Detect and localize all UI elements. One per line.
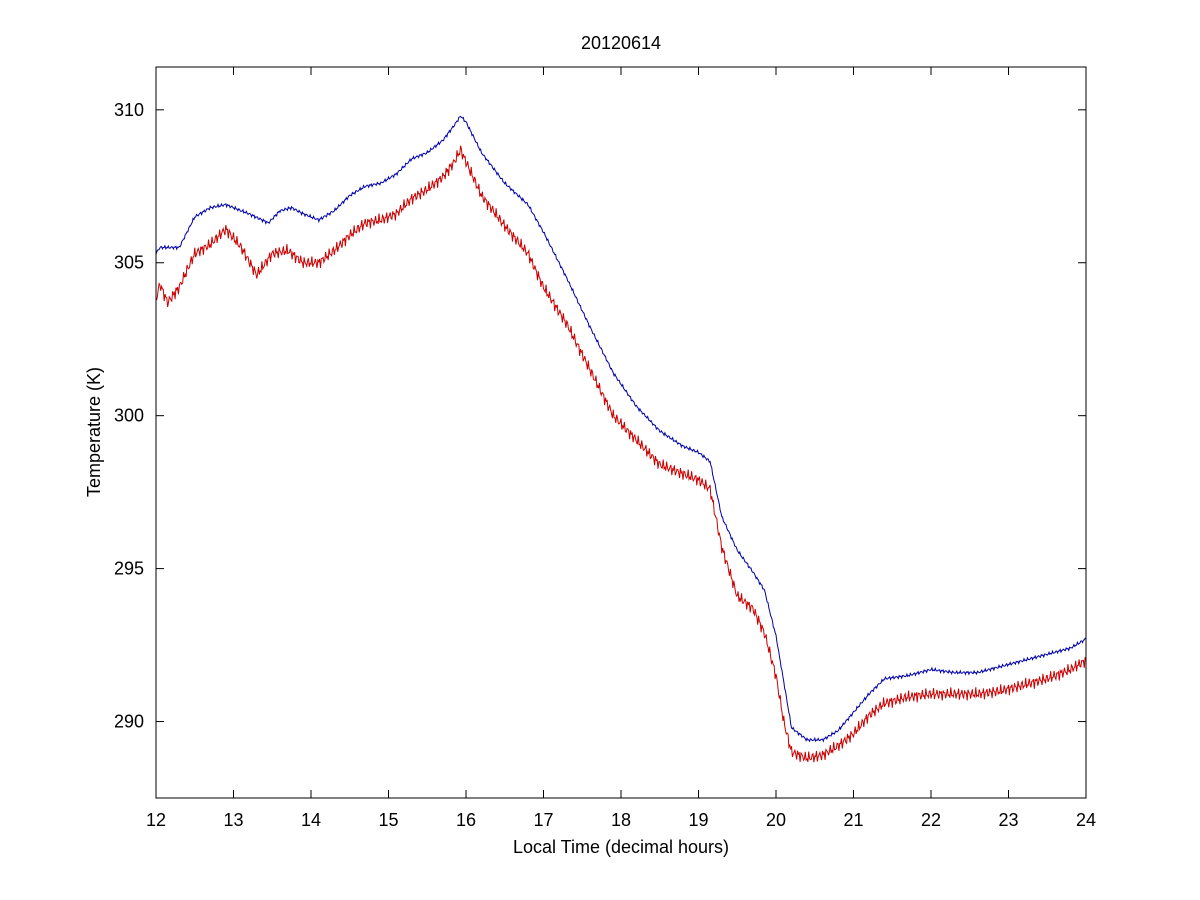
series-layer: [155, 115, 1087, 763]
x-tick-label-13: 13: [223, 810, 243, 830]
plot-area-background: [156, 67, 1086, 798]
x-tick-label-20: 20: [766, 810, 786, 830]
x-tick-label-24: 24: [1076, 810, 1096, 830]
y-tick-label-300: 300: [114, 406, 144, 426]
x-tick-label-15: 15: [378, 810, 398, 830]
x-axis-ticks: 12 13 14 15 16 17 18 19 20 21 22 23 24: [146, 67, 1096, 830]
y-tick-label-310: 310: [114, 100, 144, 120]
y-tick-label-295: 295: [114, 559, 144, 579]
y-axis-label: Temperature (K): [84, 367, 104, 497]
y-tick-label-305: 305: [114, 253, 144, 273]
x-tick-label-16: 16: [456, 810, 476, 830]
x-tick-label-19: 19: [688, 810, 708, 830]
x-tick-label-14: 14: [301, 810, 321, 830]
x-tick-label-12: 12: [146, 810, 166, 830]
x-tick-label-17: 17: [533, 810, 553, 830]
x-tick-label-21: 21: [843, 810, 863, 830]
x-tick-label-23: 23: [998, 810, 1018, 830]
series-line-2: [155, 145, 1087, 763]
y-axis-ticks: 290 295 300 305 310: [114, 100, 1086, 732]
x-tick-label-18: 18: [611, 810, 631, 830]
x-tick-label-22: 22: [921, 810, 941, 830]
series-line-1: [155, 115, 1087, 743]
chart-title: 20120614: [581, 33, 661, 53]
x-axis-label: Local Time (decimal hours): [513, 837, 729, 857]
y-tick-label-290: 290: [114, 712, 144, 732]
